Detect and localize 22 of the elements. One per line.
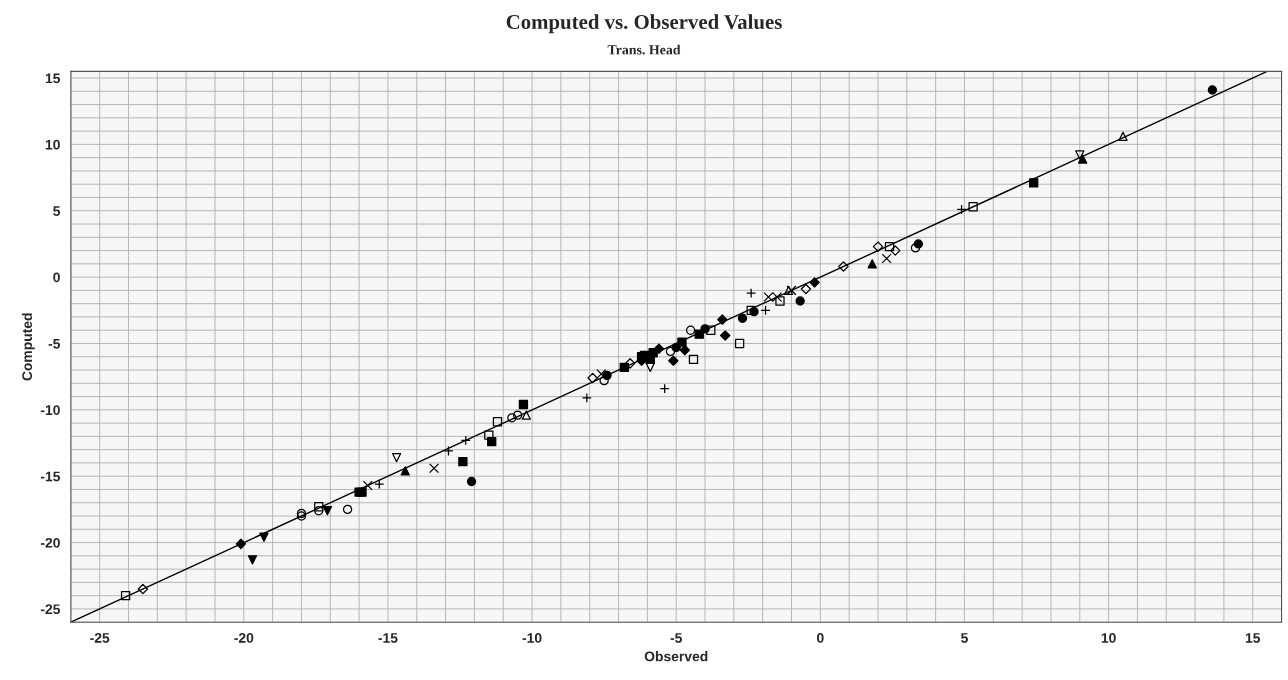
y-tick-label: 5 (53, 206, 61, 216)
y-tick-label: -20 (40, 537, 60, 548)
y-axis-title: Computed (21, 313, 35, 381)
x-tick-label: -20 (234, 632, 254, 643)
y-tick-label: 15 (45, 73, 61, 84)
y-tick-label: 0 (53, 272, 60, 283)
y-tick-label: -15 (40, 471, 61, 482)
x-tick-label: 10 (1101, 632, 1116, 643)
chart-title: Computed vs. Observed Values (506, 14, 782, 34)
y-tick-label: -5 (48, 338, 61, 349)
x-tick-label: 15 (1245, 633, 1261, 643)
x-tick-label: 5 (961, 633, 968, 643)
y-tick-label: -10 (40, 405, 60, 416)
x-tick-label: -15 (378, 633, 398, 643)
chart-subtitle: Trans. Head (607, 44, 681, 55)
x-axis-title: Observed (644, 651, 708, 662)
y-tick-label: -25 (40, 604, 61, 615)
x-tick-label: -5 (670, 633, 682, 643)
x-tick-label: -10 (522, 632, 542, 643)
x-tick-label: -25 (90, 632, 110, 643)
y-tick-label: 10 (45, 139, 60, 150)
x-tick-label: 0 (817, 632, 824, 643)
